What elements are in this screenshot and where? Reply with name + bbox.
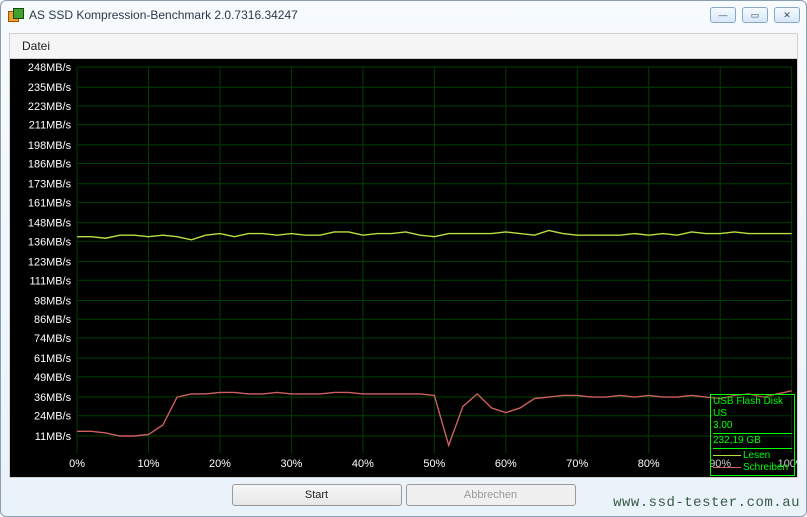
app-icon xyxy=(7,7,23,23)
svg-text:98MB/s: 98MB/s xyxy=(34,296,72,308)
menubar: Datei xyxy=(9,33,798,58)
app-window: AS SSD Kompression-Benchmark 2.0.7316.34… xyxy=(0,0,807,517)
svg-text:20%: 20% xyxy=(209,458,231,470)
svg-text:36MB/s: 36MB/s xyxy=(34,392,72,404)
svg-text:50%: 50% xyxy=(423,458,445,470)
window-title: AS SSD Kompression-Benchmark 2.0.7316.34… xyxy=(29,8,710,22)
window-controls: — ▭ ✕ xyxy=(710,7,800,23)
svg-text:30%: 30% xyxy=(280,458,302,470)
svg-text:198MB/s: 198MB/s xyxy=(28,140,72,152)
svg-text:74MB/s: 74MB/s xyxy=(34,333,72,345)
minimize-button[interactable]: — xyxy=(710,7,736,23)
drive-info-box: USB Flash Disk US 3.00 232,19 GB Lesen S… xyxy=(710,394,795,476)
svg-text:24MB/s: 24MB/s xyxy=(34,411,72,423)
svg-text:86MB/s: 86MB/s xyxy=(34,314,72,326)
svg-text:60%: 60% xyxy=(495,458,517,470)
menu-file[interactable]: Datei xyxy=(16,37,56,55)
svg-text:0%: 0% xyxy=(69,458,85,470)
drive-version: 3.00 xyxy=(713,420,792,432)
titlebar[interactable]: AS SSD Kompression-Benchmark 2.0.7316.34… xyxy=(1,1,806,29)
svg-text:123MB/s: 123MB/s xyxy=(28,257,72,269)
svg-text:40%: 40% xyxy=(352,458,374,470)
chart-area: 11MB/s 24MB/s 36MB/s 49MB/s 61MB/s 74MB/s 86MB… xyxy=(9,58,798,478)
svg-text:148MB/s: 148MB/s xyxy=(28,218,72,230)
svg-text:80%: 80% xyxy=(638,458,660,470)
start-button[interactable]: Start xyxy=(232,484,402,506)
svg-text:211MB/s: 211MB/s xyxy=(29,120,72,132)
abort-button[interactable]: Abbrechen xyxy=(406,484,576,506)
svg-text:10%: 10% xyxy=(138,458,160,470)
svg-text:111MB/s: 111MB/s xyxy=(30,275,72,287)
svg-text:235MB/s: 235MB/s xyxy=(28,82,72,94)
chart-svg: 11MB/s 24MB/s 36MB/s 49MB/s 61MB/s 74MB/s 86MB… xyxy=(10,59,797,477)
watermark: www.ssd-tester.com.au xyxy=(613,495,800,511)
svg-text:186MB/s: 186MB/s xyxy=(28,158,72,170)
svg-text:61MB/s: 61MB/s xyxy=(34,353,72,365)
drive-name: USB Flash Disk US xyxy=(713,396,792,420)
drive-size: 232,19 GB xyxy=(713,435,792,447)
svg-text:49MB/s: 49MB/s xyxy=(34,372,72,384)
svg-text:161MB/s: 161MB/s xyxy=(28,197,72,209)
legend-write: Schreiben xyxy=(713,462,792,474)
svg-text:136MB/s: 136MB/s xyxy=(28,236,72,248)
maximize-button[interactable]: ▭ xyxy=(742,7,768,23)
svg-text:173MB/s: 173MB/s xyxy=(28,179,72,191)
legend-read: Lesen xyxy=(713,450,792,462)
svg-text:11MB/s: 11MB/s xyxy=(35,431,72,443)
close-button[interactable]: ✕ xyxy=(774,7,800,23)
svg-text:223MB/s: 223MB/s xyxy=(28,101,72,113)
svg-text:70%: 70% xyxy=(566,458,588,470)
svg-text:248MB/s: 248MB/s xyxy=(28,62,72,74)
